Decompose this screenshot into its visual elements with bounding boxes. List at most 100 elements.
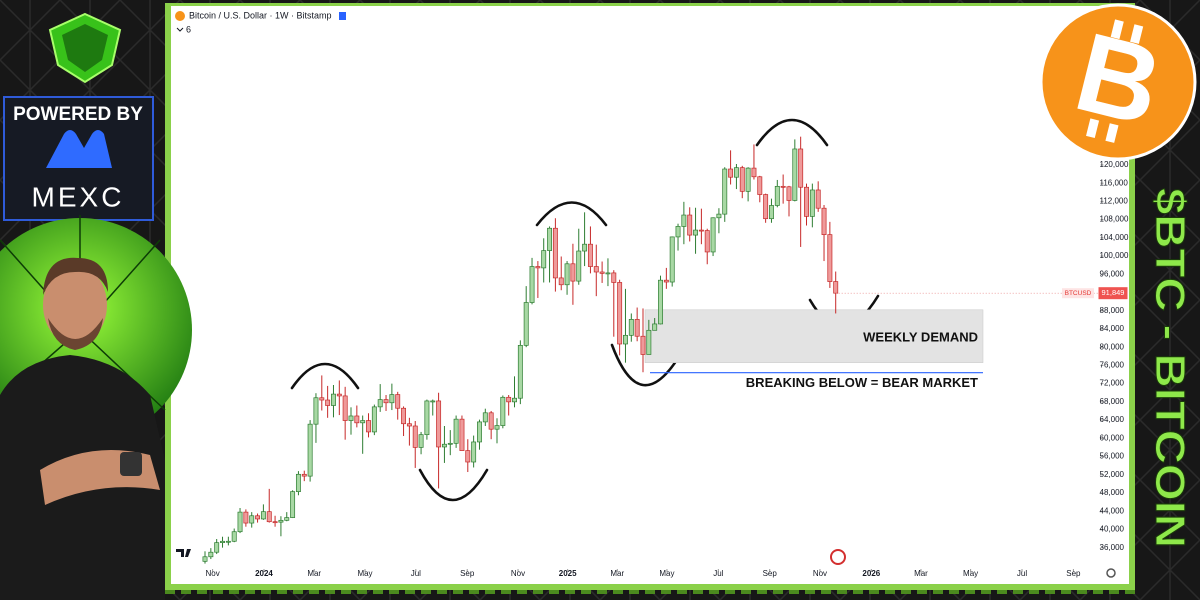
candle-body [716, 213, 722, 219]
candle-body [669, 236, 675, 283]
candle-body [605, 272, 611, 275]
candle-body [576, 250, 582, 282]
tv-logo [176, 549, 191, 557]
candle-body [430, 400, 436, 403]
indicator-count: 6 [186, 24, 191, 34]
y-tick-label: 100,000 [1100, 251, 1129, 260]
candle-body [360, 420, 366, 424]
candle-body [728, 168, 734, 178]
candle-body [611, 272, 617, 283]
y-tick-label: 56,000 [1100, 452, 1125, 461]
candle-body [798, 148, 804, 188]
candle-body [295, 473, 301, 492]
candle-body [663, 279, 669, 283]
y-tick-label: 72,000 [1100, 379, 1125, 388]
candle-body [658, 279, 663, 325]
candle-body [774, 185, 780, 206]
candle-body [500, 396, 506, 426]
candle-body [763, 194, 769, 220]
candle-body [225, 540, 231, 543]
y-tick-label: 88,000 [1100, 306, 1125, 315]
x-tick-label: May [659, 569, 674, 578]
y-tick-label: 44,000 [1100, 506, 1125, 515]
annotation: WEEKLY DEMAND [863, 330, 978, 345]
y-tick-label: 96,000 [1100, 269, 1125, 278]
candle-body [477, 421, 482, 443]
y-tick-label: 52,000 [1100, 470, 1125, 479]
x-tick-label: Sep [763, 569, 778, 578]
candle-body [260, 511, 266, 520]
candle-body [745, 167, 751, 192]
candle-body [494, 425, 500, 430]
candle-body [441, 443, 447, 448]
y-tick-label: 48,000 [1100, 488, 1125, 497]
chart-panel [171, 6, 1129, 584]
candle-body [564, 263, 570, 286]
candle-body [290, 491, 296, 518]
candle-body [722, 168, 728, 215]
x-tick-label: 2024 [255, 569, 273, 578]
chart-title: Bitcoin / U.S. Dollar · 1W · Bitstamp [189, 10, 332, 20]
candle-body [307, 423, 313, 477]
candle-body [447, 442, 453, 445]
candle-body [809, 189, 815, 217]
x-tick-label: Jul [411, 569, 421, 578]
candle-body [220, 540, 225, 543]
candle-body [336, 393, 342, 397]
candle-body [424, 400, 430, 436]
candle-body [266, 511, 272, 523]
x-tick-label: Nov [511, 569, 525, 578]
candle-body [348, 415, 354, 421]
x-tick-label: Mar [914, 569, 928, 578]
candle-body [786, 186, 792, 201]
sponsor-logo [46, 130, 112, 168]
candle-body [687, 214, 693, 236]
candle-body [208, 551, 214, 558]
candle-body [243, 511, 249, 524]
presenter-head [43, 265, 107, 345]
candle-body [570, 263, 576, 282]
candle-body [634, 319, 640, 337]
candle-body [331, 393, 336, 406]
candle-body [623, 334, 628, 345]
candle-body [512, 397, 517, 403]
symbol-icon [175, 11, 185, 21]
candle-body [821, 207, 827, 235]
candle-body [482, 412, 488, 423]
candle-body [547, 227, 553, 251]
y-tick-label: 116,000 [1100, 178, 1129, 187]
y-tick-label: 104,000 [1100, 233, 1129, 242]
candle-body [237, 511, 243, 533]
y-tick-label: 40,000 [1100, 525, 1125, 534]
candle-body [833, 281, 839, 294]
candle-body [751, 167, 757, 178]
y-tick-label: 76,000 [1100, 361, 1125, 370]
settings-icon [1106, 568, 1116, 578]
candle-body [769, 205, 774, 220]
candle-body [284, 517, 290, 521]
candle-body [377, 399, 383, 408]
x-tick-label: 2025 [559, 569, 577, 578]
candle-body [523, 302, 529, 346]
symbol-tag [1062, 288, 1094, 299]
candle-body [587, 243, 593, 267]
candle-body [471, 441, 477, 463]
headline: $BTC - BITCOIN [1147, 188, 1194, 548]
symbol-label: BTCUSD [1065, 290, 1092, 297]
candle-body [342, 395, 348, 421]
x-tick-label: Sep [1066, 569, 1081, 578]
candle-body [231, 531, 237, 542]
candle-body [646, 329, 652, 355]
x-tick-label: Mar [307, 569, 321, 578]
candle-body [313, 397, 319, 425]
candle-body [406, 423, 412, 427]
candle-body [272, 521, 278, 524]
x-tick-label: 2026 [862, 569, 880, 578]
y-tick-label: 112,000 [1100, 196, 1129, 205]
candle-body [436, 400, 442, 448]
candle-body [792, 148, 798, 201]
candle-body [459, 418, 465, 451]
candle-body [249, 515, 255, 524]
candle-body [710, 217, 716, 253]
